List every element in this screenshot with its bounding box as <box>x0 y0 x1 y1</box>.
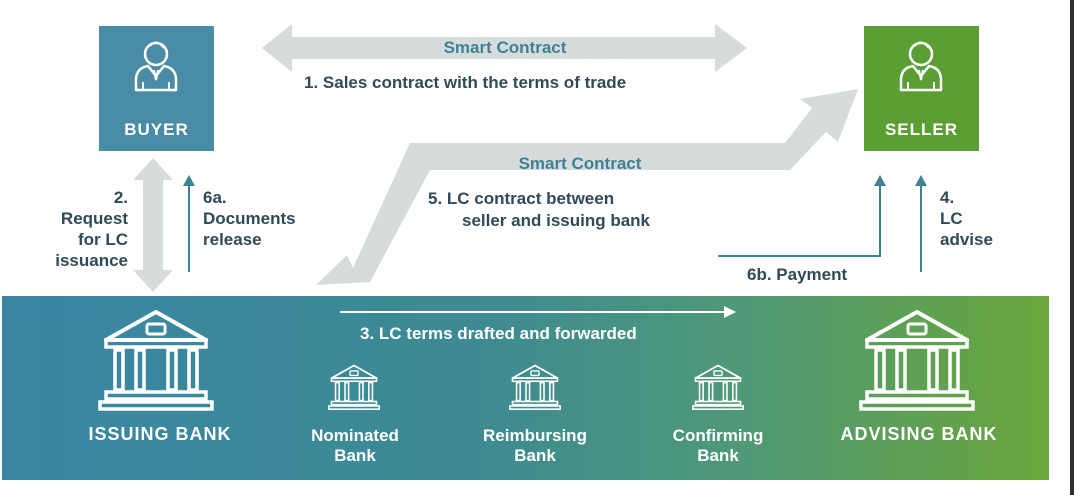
step6a-line: Documents <box>203 209 296 228</box>
arrowhead-6b <box>874 175 886 186</box>
confirming-bank-line: Bank <box>697 446 739 465</box>
step2-line: 2. <box>113 188 128 207</box>
confirming-bank-label: Confirming Bank <box>653 426 783 466</box>
frame-border <box>1070 0 1074 495</box>
step6a-line: 6a. <box>203 188 227 207</box>
reimbursing-bank-line: Reimbursing <box>483 426 587 445</box>
buyer-box <box>99 26 214 151</box>
step2-line: Request <box>60 209 128 228</box>
nominated-bank-line: Bank <box>334 446 376 465</box>
step2-line: issuance <box>55 251 128 270</box>
arrow5-line1: 5. LC contract between <box>428 189 615 208</box>
reimbursing-bank-line: Bank <box>514 446 556 465</box>
arrowhead-3 <box>724 306 736 318</box>
seller-label: SELLER <box>884 120 959 139</box>
step3-label: 3. LC terms drafted and forwarded <box>360 324 637 343</box>
arrow5-line2: seller and issuing bank <box>462 211 651 230</box>
nominated-bank-label: Nominated Bank <box>290 426 420 466</box>
arrowhead-4 <box>915 175 927 186</box>
step6b-label: 6b. Payment <box>747 265 848 284</box>
arrow5-title: Smart Contract <box>518 154 642 173</box>
confirming-bank-line: Confirming <box>672 426 764 445</box>
step4-line: advise <box>940 230 993 249</box>
step6a-label: 6a. Documents release <box>203 187 296 250</box>
arrow1-title: Smart Contract <box>443 38 567 57</box>
advising-bank-label: ADVISING BANK <box>840 424 998 444</box>
buyer-label: BUYER <box>124 120 189 139</box>
nominated-bank-line: Nominated <box>311 426 399 445</box>
payment-arrow <box>718 182 881 257</box>
sales-contract-arrow <box>262 24 747 72</box>
lc-contract-arrow <box>316 89 858 285</box>
seller-box <box>864 26 979 151</box>
arrowhead-6a <box>183 175 195 186</box>
step2-label: 2. Request for LC issuance <box>40 187 128 271</box>
step4-label: 4. LC advise <box>940 187 993 250</box>
request-lc-arrow <box>133 158 173 292</box>
step2-line: for LC <box>77 230 128 249</box>
reimbursing-bank-label: Reimbursing Bank <box>465 426 605 466</box>
arrow1-text: 1. Sales contract with the terms of trad… <box>304 73 627 92</box>
step4-line: LC <box>940 209 963 228</box>
step6a-line: release <box>203 230 262 249</box>
issuing-bank-label: ISSUING BANK <box>88 424 232 444</box>
step4-line: 4. <box>940 188 955 207</box>
